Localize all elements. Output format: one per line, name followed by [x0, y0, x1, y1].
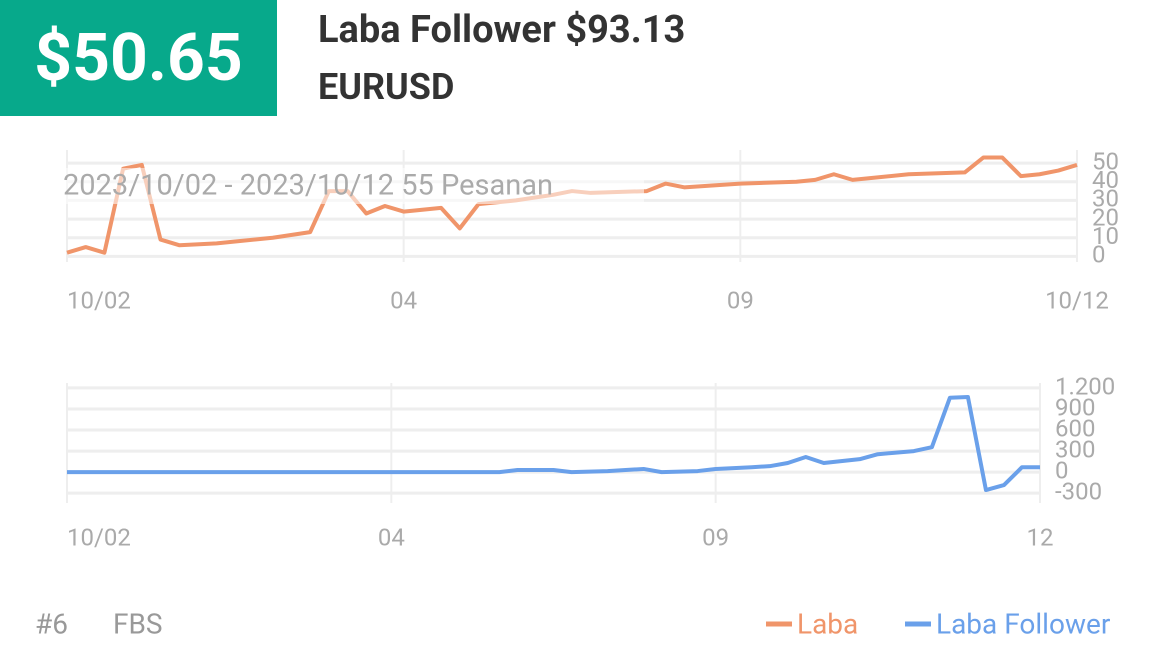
y-tick-label: 1.200: [1055, 372, 1115, 400]
y-tick-label: 900: [1055, 393, 1095, 421]
x-tick-label: 09: [727, 286, 754, 314]
y-tick-label: 30: [1092, 185, 1119, 213]
y-tick-label: 300: [1055, 435, 1095, 463]
y-tick-label: -300: [1055, 478, 1102, 506]
y-tick-label: 600: [1055, 414, 1095, 442]
y-tick-label: 0: [1092, 241, 1106, 269]
annotation: 2023/10/02 - 2023/10/12 55 Pesanan: [63, 169, 553, 203]
symbol: EURUSD: [318, 66, 455, 108]
x-tick-label: 04: [378, 523, 405, 551]
y-tick-label: 50: [1092, 147, 1119, 175]
line-series: [67, 395, 1040, 493]
title: Laba Follower $93.13: [318, 8, 686, 52]
x-tick-label: 10/02: [67, 523, 131, 551]
rank: #6: [35, 607, 68, 640]
legend-label: Laba Follower: [936, 607, 1111, 640]
x-tick-label: 10/12: [1045, 286, 1109, 314]
y-tick-label: 0: [1055, 456, 1069, 484]
x-tick-label: 10/02: [67, 286, 131, 314]
broker: FBS: [113, 607, 163, 640]
annotation-veil: [62, 168, 644, 204]
y-tick-label: 10: [1092, 222, 1119, 250]
y-tick-label: 20: [1092, 203, 1119, 231]
x-tick-label: 09: [702, 523, 729, 551]
x-tick-label: 04: [390, 286, 417, 314]
legend-label: Laba: [797, 607, 858, 640]
x-tick-label: 12: [1027, 523, 1054, 551]
y-tick-label: 40: [1092, 166, 1119, 194]
balance-badge: $50.65: [0, 0, 277, 116]
